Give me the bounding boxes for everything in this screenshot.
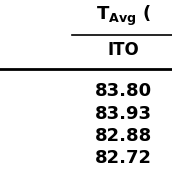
Text: 83.80: 83.80 [95, 82, 152, 100]
Text: $\mathbf{T}_{\mathbf{Avg}}$ (: $\mathbf{T}_{\mathbf{Avg}}$ ( [96, 4, 151, 28]
Text: 83.93: 83.93 [95, 105, 152, 123]
Text: 82.72: 82.72 [95, 149, 152, 167]
Text: 82.88: 82.88 [95, 127, 152, 145]
Text: ITO: ITO [108, 41, 140, 59]
